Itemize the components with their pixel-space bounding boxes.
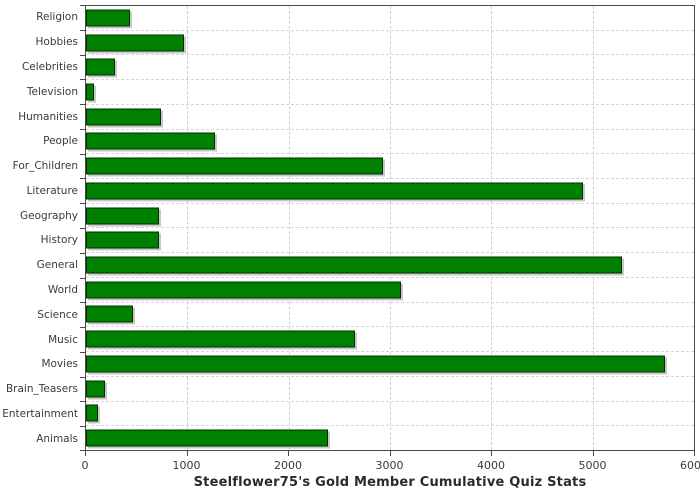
bar-row-celebrities	[86, 55, 694, 81]
y-tick	[80, 376, 85, 378]
bar-row-general	[86, 253, 694, 278]
bar-row-humanities	[86, 105, 694, 130]
bar-row-people	[86, 130, 694, 155]
x-tick-label-0: 0	[81, 459, 89, 472]
y-tick	[80, 203, 85, 205]
y-tick	[80, 450, 85, 451]
bar-row-brain_teasers	[86, 377, 694, 402]
bar-movies	[86, 355, 665, 373]
bar-row-religion	[86, 6, 694, 31]
category-label-music: Music	[48, 333, 78, 346]
category-label-humanities: Humanities	[18, 110, 78, 123]
category-label-science: Science	[37, 308, 78, 321]
category-label-animals: Animals	[36, 432, 78, 445]
category-label-literature: Literature	[26, 184, 78, 197]
x-tick-5000	[592, 451, 594, 456]
x-tick-label-3000: 3000	[375, 459, 404, 472]
bar-row-world	[86, 278, 694, 303]
category-label-history: History	[40, 234, 78, 247]
bar-music	[86, 330, 355, 348]
bar-brain_teasers	[86, 380, 106, 398]
category-label-entertainment: Entertainment	[2, 407, 78, 420]
bar-literature	[86, 182, 583, 200]
y-tick	[80, 401, 85, 403]
x-tick-label-5000: 5000	[578, 459, 607, 472]
bar-row-literature	[86, 179, 694, 204]
bar-row-movies	[86, 352, 694, 377]
y-tick	[80, 426, 85, 428]
category-label-general: General	[36, 259, 78, 272]
bar-rows	[86, 6, 694, 450]
category-label-people: People	[43, 135, 78, 148]
bar-row-music	[86, 327, 694, 353]
x-tick-label-6000: 6000	[680, 459, 700, 472]
category-label-for_children: For_Children	[12, 160, 78, 173]
category-label-movies: Movies	[41, 358, 78, 371]
x-tick-label-4000: 4000	[477, 459, 505, 472]
x-tick-4000	[491, 451, 492, 456]
y-tick	[80, 351, 85, 353]
y-tick	[80, 277, 85, 279]
category-label-geography: Geography	[20, 209, 78, 222]
bar-row-geography	[86, 204, 694, 229]
x-tick-1000	[186, 451, 188, 456]
x-tick-label-2000: 2000	[274, 459, 302, 472]
plot-area	[85, 5, 695, 451]
bar-entertainment	[86, 404, 98, 422]
bar-people	[86, 132, 215, 150]
x-tick-2000	[288, 451, 289, 456]
y-tick	[80, 178, 85, 180]
category-label-religion: Religion	[36, 11, 78, 24]
bar-religion	[86, 9, 130, 27]
bar-row-entertainment	[86, 402, 694, 427]
chart-title: Steelflower75's Gold Member Cumulative Q…	[193, 475, 587, 490]
x-tick-3000	[389, 451, 391, 456]
y-tick	[80, 302, 85, 304]
bar-television	[86, 83, 94, 101]
bar-row-for_children	[86, 154, 694, 180]
category-label-world: World	[47, 283, 78, 296]
bar-geography	[86, 207, 159, 225]
bar-humanities	[86, 108, 161, 126]
x-tick-label-1000: 1000	[172, 459, 201, 472]
bar-row-hobbies	[86, 31, 694, 56]
category-label-television: Television	[26, 85, 78, 98]
x-tick-6000	[694, 451, 695, 456]
y-tick	[80, 5, 85, 6]
bar-animals	[86, 429, 329, 447]
bar-row-history	[86, 228, 694, 254]
y-tick	[80, 29, 85, 31]
bar-for_children	[86, 157, 383, 175]
category-label-hobbies: Hobbies	[35, 36, 79, 49]
y-tick	[80, 79, 85, 81]
y-tick	[80, 252, 85, 254]
bar-history	[86, 231, 159, 249]
y-tick	[80, 128, 85, 130]
category-label-brain_teasers: Brain_Teasers	[5, 383, 78, 396]
bar-world	[86, 281, 402, 299]
bar-celebrities	[86, 58, 116, 76]
bar-row-science	[86, 303, 694, 328]
bar-science	[86, 305, 134, 323]
y-tick	[80, 228, 85, 229]
y-tick	[80, 327, 85, 329]
y-tick	[80, 54, 85, 56]
category-label-celebrities: Celebrities	[21, 60, 78, 73]
bar-hobbies	[86, 34, 185, 52]
bar-general	[86, 256, 623, 274]
x-tick-0	[85, 451, 86, 456]
bar-row-animals	[86, 426, 694, 450]
bar-row-television	[86, 80, 694, 105]
y-tick	[80, 153, 85, 155]
y-tick	[80, 104, 85, 106]
